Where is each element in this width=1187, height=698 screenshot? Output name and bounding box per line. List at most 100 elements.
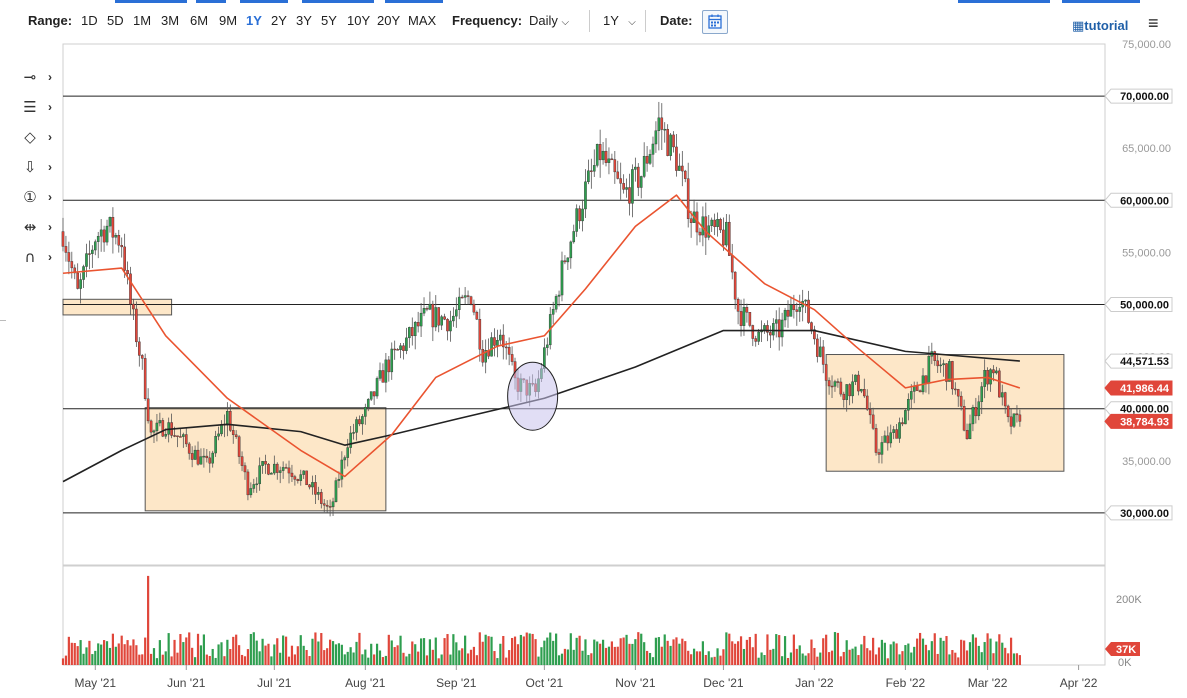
candle-body xyxy=(754,338,758,342)
volume-bar xyxy=(340,644,343,665)
range-button-1m[interactable]: 1M xyxy=(133,13,152,28)
calendar-button[interactable] xyxy=(702,10,728,34)
volume-bar xyxy=(469,649,473,665)
range-button-2y[interactable]: 2Y xyxy=(271,13,287,28)
candle-body xyxy=(818,346,822,357)
x-tick-label: May '21 xyxy=(74,676,116,690)
volume-bar xyxy=(120,635,123,665)
candle-body xyxy=(231,430,235,435)
range-button-20y[interactable]: 20Y xyxy=(377,13,401,28)
volume-bar xyxy=(910,652,913,665)
x-tick-label: Feb '22 xyxy=(886,676,926,690)
volume-bar xyxy=(904,645,907,665)
candle-body xyxy=(886,435,890,444)
volume-bar xyxy=(355,641,358,665)
volume-bar xyxy=(367,657,370,665)
tab-stub[interactable] xyxy=(1062,0,1140,3)
volume-bar xyxy=(613,646,616,665)
candle-body xyxy=(337,478,341,481)
tab-stub[interactable] xyxy=(302,0,374,3)
chevron-right-icon: › xyxy=(48,190,52,204)
candle-body xyxy=(88,253,91,255)
tool-annotation-number[interactable]: ① › xyxy=(18,182,68,212)
candle-body xyxy=(584,181,587,210)
candle-body xyxy=(637,166,640,188)
tab-stub[interactable] xyxy=(115,0,187,3)
range-button-max[interactable]: MAX xyxy=(408,13,437,28)
candle-body xyxy=(278,470,282,473)
range-button-9m[interactable]: 9M xyxy=(219,13,238,28)
range-button-3m[interactable]: 3M xyxy=(161,13,180,28)
volume-bar xyxy=(637,632,640,665)
candle-body xyxy=(613,159,617,173)
candle-body xyxy=(267,463,270,475)
candle-body xyxy=(678,165,681,171)
volume-bar xyxy=(713,656,716,665)
candle-body xyxy=(484,350,487,363)
volume-bar xyxy=(531,633,534,665)
range-button-5d[interactable]: 5D xyxy=(107,13,124,28)
range-button-5y[interactable]: 5Y xyxy=(321,13,337,28)
tool-crosshair[interactable]: ⊸ › xyxy=(18,62,68,92)
candle-body xyxy=(390,348,394,373)
volume-bar xyxy=(760,652,763,665)
price-label-text: 41,986.44 xyxy=(1120,383,1170,395)
candle-body xyxy=(857,374,860,392)
volume-bar xyxy=(678,643,681,665)
candle-body xyxy=(727,221,731,256)
price-label-level: 60,000.00 xyxy=(1104,192,1173,208)
volume-bar xyxy=(155,658,159,665)
candle-body xyxy=(240,456,244,466)
volume-bar xyxy=(886,658,889,665)
tab-stub[interactable] xyxy=(385,0,443,3)
candle-body xyxy=(378,370,382,379)
candle-body xyxy=(795,309,799,312)
candle-body xyxy=(140,355,144,359)
tool-fibonacci[interactable]: ☰ › xyxy=(18,92,68,122)
candle-body xyxy=(408,327,411,339)
volume-bar xyxy=(945,636,948,665)
volume-tick-label: 200K xyxy=(1116,594,1142,606)
candle-body xyxy=(654,130,658,145)
x-tick-label: Apr '22 xyxy=(1060,676,1098,690)
volume-bar xyxy=(584,639,587,665)
tool-shape[interactable]: ◇ › xyxy=(18,122,68,152)
candle-body xyxy=(766,325,769,333)
candle-body xyxy=(816,338,819,357)
volume-bar xyxy=(798,645,801,665)
volume-bar xyxy=(373,654,376,665)
range-button-1d[interactable]: 1D xyxy=(81,13,98,28)
volume-bar xyxy=(734,643,737,665)
volume-bar xyxy=(745,639,749,665)
tab-stub[interactable] xyxy=(196,0,226,3)
range-button-10y[interactable]: 10Y xyxy=(347,13,371,28)
volume-bar xyxy=(108,647,112,665)
volume-bar xyxy=(930,641,933,665)
tool-magnet[interactable]: ∩ › xyxy=(18,242,68,272)
range-button-1y[interactable]: 1Y xyxy=(246,13,262,28)
volume-bar xyxy=(1015,653,1019,665)
candle-body xyxy=(933,351,937,361)
tool-arrow-down[interactable]: ⇩ › xyxy=(18,152,68,182)
candle-body xyxy=(904,410,907,425)
volume-bar xyxy=(666,640,669,665)
menu-icon[interactable]: ≡ xyxy=(1148,13,1159,33)
volume-bar xyxy=(681,638,684,665)
volume-bar xyxy=(425,655,429,665)
candle-body xyxy=(569,241,573,259)
candle-body xyxy=(381,370,385,383)
range-button-3y[interactable]: 3Y xyxy=(296,13,312,28)
frequency-select[interactable]: Daily ⌵ xyxy=(529,13,569,28)
tool-measure[interactable]: ⇹ › xyxy=(18,212,68,242)
calendar-icon xyxy=(708,14,722,29)
range-button-6m[interactable]: 6M xyxy=(190,13,209,28)
candle-body xyxy=(810,322,813,330)
tutorial-link[interactable]: ▦tutorial xyxy=(1072,18,1128,34)
volume-bar xyxy=(79,640,82,665)
tab-stub[interactable] xyxy=(958,0,1050,3)
volume-bar xyxy=(226,639,229,665)
candle-body xyxy=(918,390,922,393)
candle-body xyxy=(880,442,884,455)
period-select[interactable]: 1Y ⌵ xyxy=(603,13,636,28)
tab-stub[interactable] xyxy=(240,0,288,3)
